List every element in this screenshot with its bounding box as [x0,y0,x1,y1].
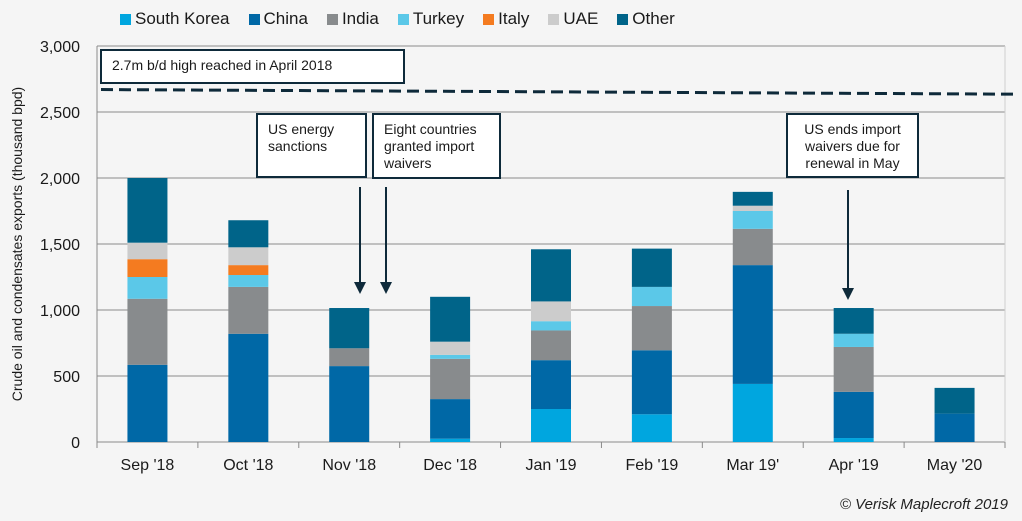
legend-label: Italy [498,9,530,28]
x-tick-label: Dec '18 [423,457,477,474]
bar-segment-uae [127,242,168,260]
legend: South Korea China India Turkey Italy UAE Other [120,9,694,29]
x-tick-label: Feb '19 [625,457,678,474]
legend-swatch [397,13,409,25]
y-tick-label: 500 [53,369,80,386]
bar-segment-china [228,333,269,442]
bar-segment-south-korea [833,438,874,442]
bar-segment-china [329,366,370,442]
annotation-waivers-end: US ends import waivers due for renewal i… [786,113,919,178]
annotation-us-sanctions: US energy sanctions [256,113,367,178]
bar-segment-india [430,358,471,400]
y-tick-label: 0 [71,435,80,452]
bar-segment-other [631,248,672,287]
bar-segment-south-korea [631,414,672,442]
y-axis-title: Crude oil and condensates exports (thous… [9,87,25,401]
bar-segment-india [531,330,571,361]
bar-segment-uae [732,205,773,211]
arrow-head-icon [380,282,392,294]
bar-segment-india [228,286,269,334]
bar-segment-turkey [631,286,672,307]
bar-segment-india [127,298,168,365]
bar-segment-other [531,249,571,302]
copyright: © Verisk Maplecroft 2019 [839,496,1008,513]
legend-item: UAE [548,9,598,29]
bar-segment-turkey [833,333,874,347]
legend-label: South Korea [135,9,230,28]
legend-item: India [326,9,379,29]
bar-segment-turkey [127,277,168,299]
bar-segment-china [430,399,471,439]
bar-segment-india [833,346,874,392]
arrow-head-icon [842,288,854,300]
bar-segment-italy [228,265,269,276]
legend-swatch [326,13,338,25]
legend-swatch [548,13,560,25]
x-tick-label: Nov '18 [322,457,376,474]
x-tick-label: Mar 19' [726,457,779,474]
bar-segment-italy [127,259,168,277]
bar-segment-other [127,178,168,243]
bar-segment-uae [430,341,471,355]
bar-segment-china [934,413,975,442]
bar-segment-turkey [531,321,571,331]
bar-segment-south-korea [531,409,571,442]
x-tick-label: Jan '19 [525,457,576,474]
x-tick-label: Oct '18 [223,457,273,474]
legend-swatch [483,13,495,25]
legend-label: UAE [563,9,599,28]
reference-line-label: 2.7m b/d high reached in April 2018 [100,49,405,84]
bar-segment-other [329,308,370,349]
bar-segment-india [732,228,773,266]
legend-swatch [248,13,260,25]
bar-segment-china [531,360,571,409]
bar-segment-other [833,308,874,334]
bar-segment-china [732,265,773,384]
legend-item: Turkey [397,9,465,29]
bar-segment-other [430,296,471,342]
legend-label: India [341,9,379,28]
bar-segment-turkey [732,211,773,229]
bar-segment-turkey [228,275,269,287]
bar-segment-china [631,350,672,415]
y-tick-label: 2,500 [40,105,80,122]
legend-label: Turkey [412,9,465,28]
bar-segment-other [934,387,975,414]
legend-item: Other [617,9,675,29]
y-tick-label: 1,000 [40,303,80,320]
legend-item: China [248,9,308,29]
bar-segment-uae [228,247,269,266]
y-tick-label: 3,000 [40,39,80,56]
bar-segment-india [329,348,370,367]
legend-swatch [617,13,629,25]
legend-label: Other [632,9,675,28]
x-tick-label: Apr '19 [829,457,879,474]
x-tick-label: Sep '18 [121,457,175,474]
annotation-waivers-granted: Eight countries granted import waivers [372,113,501,179]
reference-line [100,88,1018,96]
bar-segment-turkey [430,354,471,359]
bar-segment-india [631,306,672,351]
x-tick-label: May '20 [927,457,983,474]
bar-segment-uae [531,301,571,322]
y-tick-label: 2,000 [40,171,80,188]
legend-item: South Korea [120,9,230,29]
bar-segment-china [833,391,874,439]
bar-segment-south-korea [732,383,773,442]
bar-segment-other [228,220,269,248]
y-tick-label: 1,500 [40,237,80,254]
arrow-head-icon [354,282,366,294]
bar-segment-south-korea [430,438,471,442]
bar-segment-other [732,191,773,206]
legend-swatch [120,13,131,25]
bar-segment-china [127,364,168,442]
legend-label: China [263,9,308,28]
legend-item: Italy [483,9,529,29]
